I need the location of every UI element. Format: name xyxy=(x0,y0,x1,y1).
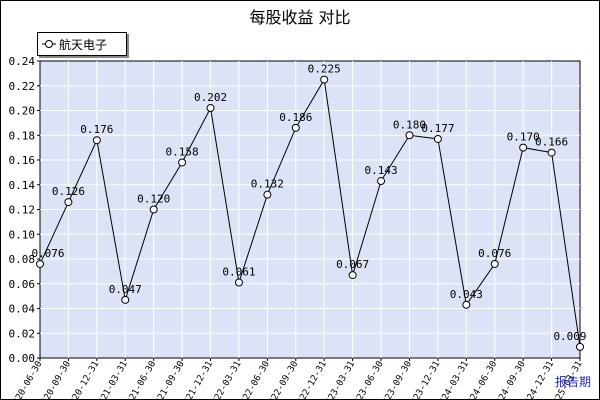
data-label: 0.061 xyxy=(222,266,255,279)
y-tick-label: 0.02 xyxy=(9,327,36,340)
data-label: 0.067 xyxy=(336,258,369,271)
data-label: 0.225 xyxy=(308,63,341,76)
data-label: 0.176 xyxy=(80,123,113,136)
legend-label: 航天电子 xyxy=(59,37,108,52)
data-label: 0.180 xyxy=(393,118,426,131)
data-point xyxy=(121,295,130,304)
data-label: 0.132 xyxy=(251,178,284,191)
y-tick-label: 0.24 xyxy=(9,55,36,68)
x-tick-label: 2020-06-30 xyxy=(9,360,45,400)
data-point xyxy=(263,190,272,199)
legend-marker-icon xyxy=(42,40,56,48)
data-point xyxy=(64,198,73,207)
data-point xyxy=(320,75,329,84)
data-label: 0.202 xyxy=(194,91,227,104)
data-label: 0.170 xyxy=(507,131,540,144)
data-label: 0.076 xyxy=(478,247,511,260)
data-point xyxy=(490,259,499,268)
data-label: 0.009 xyxy=(553,330,586,343)
data-label: 0.126 xyxy=(52,185,85,198)
data-point xyxy=(462,300,471,309)
data-point xyxy=(348,271,357,280)
data-label: 0.186 xyxy=(279,111,312,124)
data-point xyxy=(149,205,158,214)
data-label: 0.143 xyxy=(364,164,397,177)
data-point xyxy=(576,342,584,351)
y-tick-label: 0.18 xyxy=(9,129,36,142)
data-label: 0.047 xyxy=(109,283,142,296)
chart-legend: 航天电子 xyxy=(37,32,127,56)
data-label: 0.166 xyxy=(535,136,568,149)
data-point xyxy=(547,148,556,157)
data-label: 0.120 xyxy=(137,193,170,206)
data-label: 0.043 xyxy=(450,288,483,301)
data-point xyxy=(433,134,442,143)
data-point xyxy=(206,104,215,113)
y-tick-label: 0.06 xyxy=(9,278,36,291)
data-point xyxy=(519,143,528,152)
data-point xyxy=(291,123,300,132)
data-label: 0.076 xyxy=(31,247,64,260)
y-tick-label: 0.14 xyxy=(9,179,36,192)
y-tick-label: 0.00 xyxy=(9,352,36,365)
y-tick-label: 0.10 xyxy=(9,228,36,241)
data-point xyxy=(377,177,386,186)
y-tick-label: 0.04 xyxy=(9,303,36,316)
data-point xyxy=(234,278,243,287)
chart-title: 每股收益 对比 xyxy=(249,8,351,27)
data-point xyxy=(405,131,414,140)
series-line xyxy=(39,78,581,347)
y-tick-label: 0.12 xyxy=(9,204,36,217)
x-axis-label: 报告期 xyxy=(555,375,592,389)
data-label: 0.158 xyxy=(166,145,199,158)
data-label: 0.177 xyxy=(421,122,454,135)
y-tick-label: 0.20 xyxy=(9,105,36,118)
y-tick-label: 0.22 xyxy=(9,80,36,93)
y-tick-label: 0.08 xyxy=(9,253,36,266)
data-point xyxy=(92,136,101,145)
data-point xyxy=(178,158,187,167)
data-point xyxy=(36,259,44,268)
y-tick-label: 0.16 xyxy=(9,154,36,167)
